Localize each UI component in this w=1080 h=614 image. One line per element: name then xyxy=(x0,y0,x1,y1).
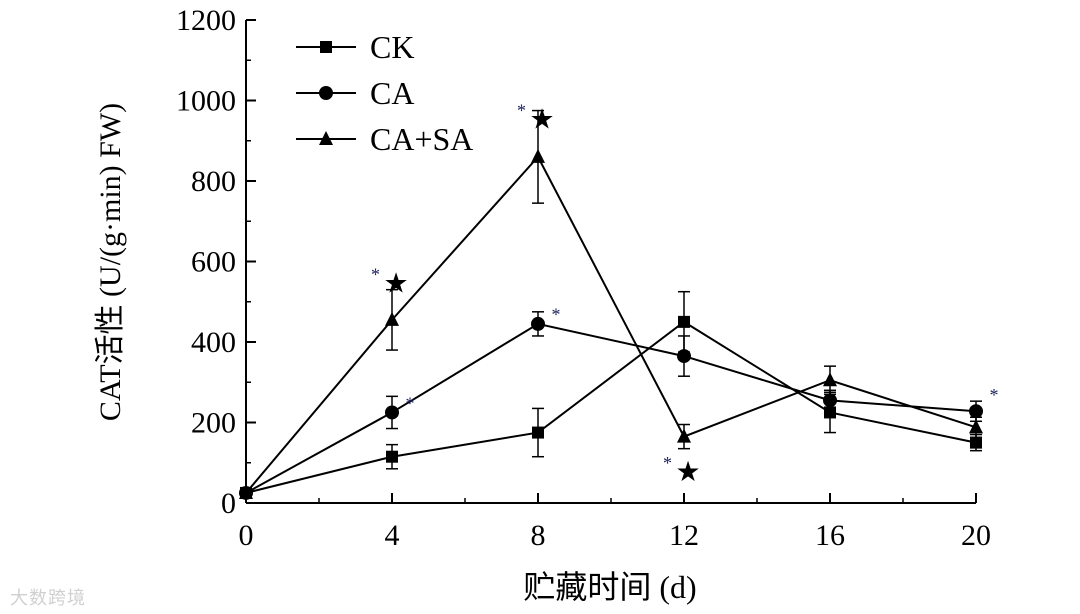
legend-label: CA xyxy=(370,75,414,111)
circle-marker xyxy=(385,405,399,420)
square-marker xyxy=(970,436,982,449)
circle-marker xyxy=(531,316,545,331)
x-tick-label: 16 xyxy=(815,519,845,552)
star-marker: ★ xyxy=(529,103,554,136)
x-tick-label: 4 xyxy=(385,519,400,552)
y-tick-label: 0 xyxy=(221,487,236,520)
star-marker: ★ xyxy=(383,266,408,299)
star-marker: ★ xyxy=(675,455,700,488)
series-ca-sa xyxy=(239,109,983,499)
x-tick-label: 8 xyxy=(531,519,546,552)
x-tick-label: 20 xyxy=(961,519,991,552)
triangle-marker xyxy=(239,484,253,499)
legend-label: CK xyxy=(370,29,414,65)
watermark: 大数跨境 xyxy=(10,588,86,609)
square-marker xyxy=(824,406,836,419)
series-line xyxy=(245,322,977,494)
triangle-marker xyxy=(319,131,333,145)
significance-asterisk: * xyxy=(517,101,526,121)
series-ca xyxy=(239,311,983,500)
y-tick-label: 200 xyxy=(191,407,236,440)
square-marker xyxy=(532,426,544,439)
legend-label: CA+SA xyxy=(370,121,473,157)
x-tick-label: 12 xyxy=(669,519,699,552)
significance-asterisk: * xyxy=(371,264,380,284)
circle-marker xyxy=(677,349,691,364)
square-marker xyxy=(320,41,332,53)
legend: CK CA CA+SA xyxy=(296,29,473,157)
triangle-marker xyxy=(531,148,545,163)
significance-asterisk: * xyxy=(552,305,561,325)
series-ck xyxy=(240,290,982,499)
triangle-marker xyxy=(677,428,691,443)
y-axis-label: CAT活性 (U/(g·min) FW) xyxy=(94,103,127,421)
series-layer xyxy=(239,109,983,500)
significance-asterisk: * xyxy=(663,453,672,473)
circle-marker xyxy=(969,404,983,419)
triangle-marker xyxy=(969,419,983,434)
significance-asterisk: * xyxy=(406,394,415,414)
significance-asterisk: * xyxy=(990,385,999,405)
x-tick-label: 0 xyxy=(239,519,254,552)
y-tick-label: 600 xyxy=(191,246,236,279)
y-tick-label: 400 xyxy=(191,326,236,359)
triangle-marker xyxy=(823,372,837,387)
square-marker xyxy=(678,315,690,328)
series-line xyxy=(245,320,977,494)
annotations: * ★** ★** ★* xyxy=(371,101,999,488)
triangle-marker xyxy=(385,311,399,326)
circle-marker xyxy=(823,393,837,408)
x-axis-label: 贮藏时间 (d) xyxy=(523,569,696,605)
circle-marker xyxy=(319,86,333,100)
square-marker xyxy=(386,450,398,463)
y-tick-label: 1200 xyxy=(176,4,236,37)
y-tick-label: 800 xyxy=(191,165,236,198)
y-tick-label: 1000 xyxy=(176,85,236,118)
series-line xyxy=(245,155,977,494)
